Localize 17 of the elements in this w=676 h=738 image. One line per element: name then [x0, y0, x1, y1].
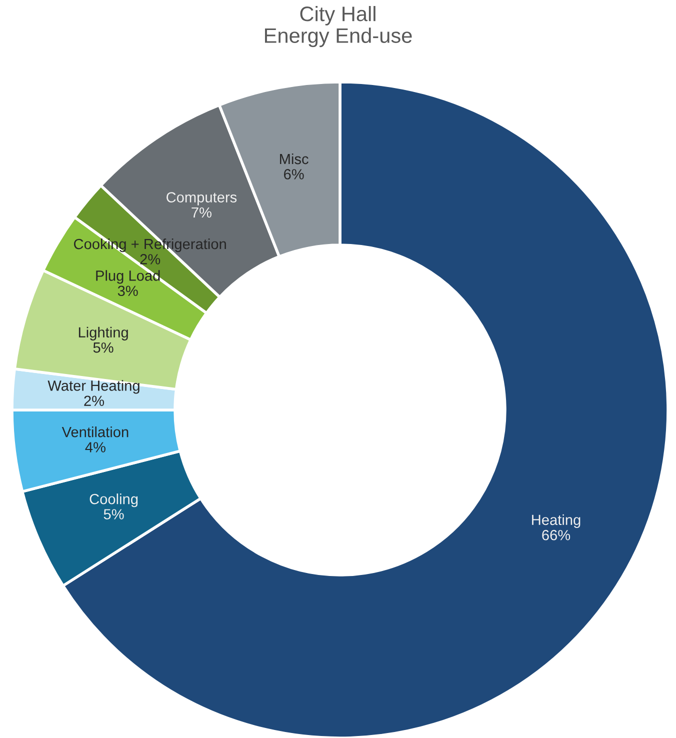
data-label: 6% [284, 169, 304, 180]
data-label: 2% [140, 254, 160, 264]
slice-label: Heating [532, 514, 580, 528]
data-label: 4% [85, 442, 106, 452]
slice-label: Lighting [78, 326, 128, 340]
slice-label: Cooling [90, 494, 138, 508]
chart-title: City Hall Energy End-use [265, 6, 412, 48]
data-label: 5% [104, 509, 124, 520]
data-label: 3% [118, 286, 138, 296]
data-label: 5% [93, 342, 114, 353]
data-label: 66% [542, 530, 570, 540]
slice-label: Water Heating [48, 380, 140, 394]
slice-label: Misc [280, 153, 308, 164]
data-label: 7% [192, 207, 212, 218]
slice-label: Computers [166, 192, 237, 206]
data-label: 2% [84, 396, 104, 406]
slice-label: Ventilation [62, 426, 128, 438]
